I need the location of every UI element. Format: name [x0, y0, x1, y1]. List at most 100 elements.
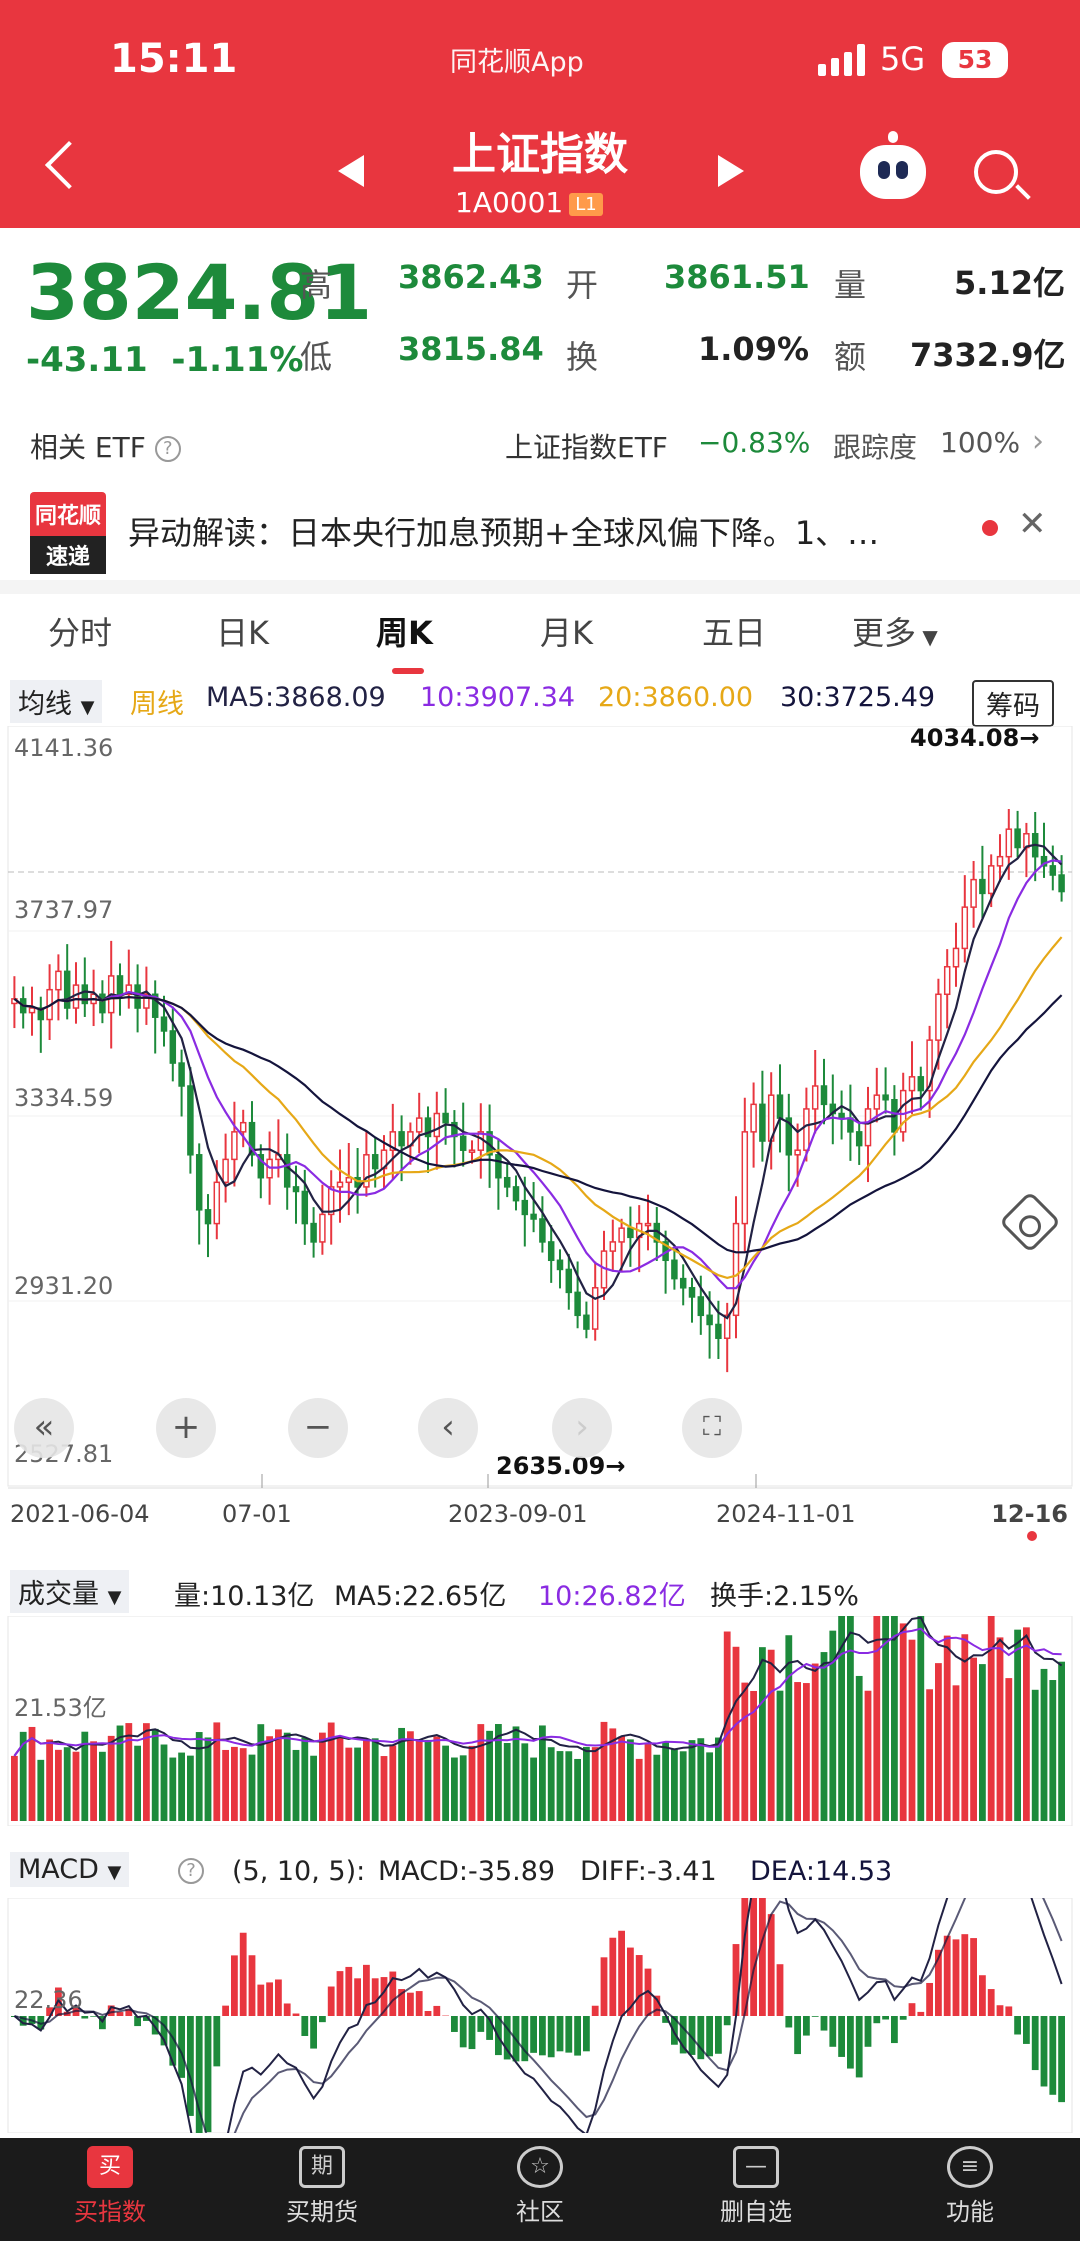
tab-five-day[interactable]: 五日 — [702, 614, 767, 652]
volume-bar — [627, 1739, 634, 1821]
tab-intraday[interactable]: 分时 — [48, 614, 113, 652]
candle-body — [882, 1094, 889, 1101]
quote-panel: 3824.81 -43.11 -1.11% 高 3862.43 开 3861.5… — [0, 228, 1080, 398]
macd-bar — [415, 1991, 423, 2016]
volume-bar — [239, 1748, 247, 1821]
search-icon[interactable] — [974, 150, 1018, 194]
macd-bar — [662, 2016, 669, 2023]
macd-bar — [301, 2016, 309, 2036]
robot-assistant-icon[interactable] — [860, 131, 926, 199]
next-stock-icon[interactable] — [718, 155, 744, 187]
volume-bar — [292, 1749, 300, 1821]
macd-bar — [363, 1964, 370, 2016]
volume-bar — [336, 1736, 344, 1821]
caret-down-icon: ▼ — [916, 625, 938, 649]
chip-distribution-button[interactable]: 筹码 — [972, 680, 1054, 727]
y-tick-label: 3737.97 — [14, 896, 113, 924]
etf-change: −0.83% — [698, 426, 811, 459]
volume-bar — [583, 1746, 590, 1821]
volume-bar — [679, 1751, 687, 1821]
candle-body — [389, 1131, 397, 1151]
macd-selector[interactable]: MACD ▼ — [10, 1852, 130, 1887]
volume-ma5: MA5:22.65亿 — [334, 1581, 507, 1612]
volume-chart[interactable]: 21.53亿 — [0, 1616, 1080, 1826]
volume-bar — [723, 1631, 731, 1821]
nav-buy-index[interactable]: 买买指数 — [40, 2146, 180, 2227]
volume-bar — [591, 1747, 599, 1821]
volume-bar — [424, 1739, 432, 1821]
help-icon[interactable]: ? — [154, 436, 181, 462]
track-value: 100% — [940, 426, 1021, 459]
bottom-nav: 买买指数 期买期货 ☆ 社区 — 删自选 ≡ 功能 — [0, 2138, 1080, 2241]
high-label: 高 — [300, 266, 333, 304]
macd-bar — [935, 1949, 942, 2016]
candle-body — [415, 1117, 423, 1133]
low-label: 低 — [300, 338, 333, 376]
zoom-out-icon[interactable]: − — [288, 1398, 348, 1458]
candle-body — [398, 1131, 405, 1147]
tab-daily[interactable]: 日K — [216, 614, 269, 652]
macd-bar — [459, 2016, 467, 2048]
tab-more[interactable]: 更多 ▼ — [852, 608, 938, 654]
news-banner[interactable]: 同花顺 速递 异动解读：日本央行加息预期+全球风偏下降。1、… ✕ — [0, 484, 1080, 580]
macd-bar — [187, 2016, 194, 2116]
macd-bar — [521, 2016, 529, 2062]
zoom-in-icon[interactable]: + — [156, 1398, 216, 1458]
scroll-right-icon[interactable]: › — [552, 1398, 612, 1458]
candle-body — [239, 1121, 247, 1133]
macd-bar — [767, 1914, 775, 2016]
dea-line — [14, 1898, 1063, 2133]
nav-community[interactable]: ☆ 社区 — [470, 2146, 610, 2227]
tab-weekly[interactable]: 周K — [376, 614, 433, 652]
volume-bar — [134, 1745, 141, 1821]
prev-stock-icon[interactable] — [338, 155, 364, 187]
macd-bar — [1014, 2016, 1021, 2035]
macd-bar — [239, 1932, 247, 2016]
macd-bar — [19, 2016, 27, 2026]
ma30-line — [13, 994, 1063, 1254]
volume-turnover: 换手:2.15% — [710, 1581, 859, 1612]
kline-chart[interactable]: 4141.363737.973334.592931.202527.814034.… — [0, 726, 1080, 1556]
scroll-left-icon[interactable]: ‹ — [418, 1398, 478, 1458]
indicator-selector[interactable]: 均线 ▼ — [10, 680, 103, 723]
ma10-line — [13, 859, 1062, 1290]
related-etf-row[interactable]: 相关 ETF ? 上证指数ETF −0.83% 跟踪度 100% › — [0, 410, 1080, 484]
macd-bar — [107, 2005, 115, 2016]
macd-bar — [556, 2016, 564, 2052]
low-value: 3815.84 — [398, 330, 544, 368]
scroll-start-icon[interactable]: « — [14, 1398, 74, 1458]
close-icon[interactable]: ✕ — [1018, 504, 1047, 544]
volume-value: 5.12亿 — [954, 264, 1065, 302]
volume-bar — [19, 1731, 27, 1821]
volume-bar — [1040, 1668, 1048, 1821]
macd-bar — [204, 2016, 212, 2133]
nav-buy-index-label: 买指数 — [74, 2198, 146, 2226]
volume-ma10: 10:26.82亿 — [538, 1581, 686, 1612]
volume-bar — [899, 1623, 907, 1821]
macd-bar — [952, 1939, 960, 2016]
nav-buy-futures-label: 买期货 — [286, 2198, 358, 2226]
volume-bar — [125, 1723, 133, 1821]
candle-body — [1040, 855, 1048, 867]
period-tabs: 分时 日K 周K 月K 五日 更多 ▼ — [0, 594, 1080, 1254]
chevron-right-icon: › — [1032, 424, 1044, 459]
nav-functions-label: 功能 — [946, 2198, 994, 2226]
fullscreen-icon[interactable]: ⛶ — [682, 1398, 742, 1458]
volume-bar — [275, 1729, 282, 1821]
macd-bar — [398, 1989, 405, 2016]
nav-remove-watchlist[interactable]: — 删自选 — [686, 2146, 826, 2227]
candle-body — [899, 1089, 907, 1133]
volume-bar — [477, 1724, 485, 1821]
nav-functions[interactable]: ≡ 功能 — [900, 2146, 1040, 2227]
volume-bar — [503, 1743, 511, 1821]
nav-buy-futures[interactable]: 期买期货 — [252, 2146, 392, 2227]
macd-help-icon[interactable]: ? — [178, 1858, 204, 1884]
candle-body — [838, 1112, 845, 1119]
macd-chart[interactable]: 22.36 — [0, 1898, 1080, 2133]
level-badge: L1 — [569, 192, 603, 216]
volume-selector[interactable]: 成交量 ▼ — [10, 1570, 130, 1613]
macd-tick-label: 22.36 — [14, 1986, 83, 2014]
volume-bar — [495, 1724, 502, 1821]
tab-monthly[interactable]: 月K — [540, 614, 593, 652]
volume-bar — [600, 1721, 608, 1821]
